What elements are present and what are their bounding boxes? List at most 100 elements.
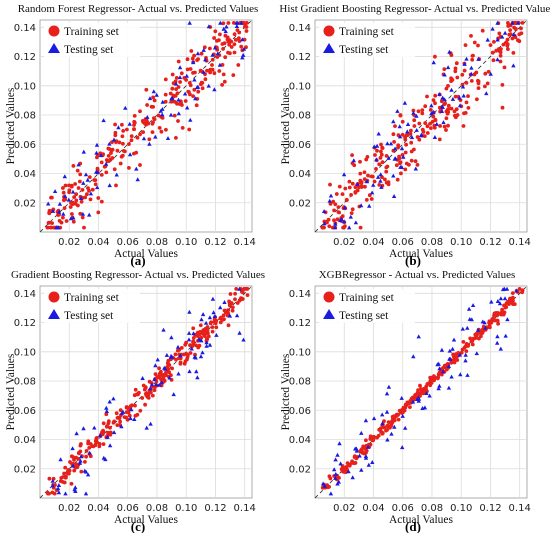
training-point bbox=[400, 409, 405, 414]
y-tick-label: 0.10 bbox=[14, 81, 36, 92]
training-point bbox=[140, 119, 145, 123]
training-point bbox=[71, 164, 76, 168]
training-point bbox=[349, 211, 354, 216]
training-point bbox=[164, 127, 168, 132]
testing-point bbox=[87, 212, 92, 217]
x-tick-label: 0.14 bbox=[509, 237, 531, 248]
training-point bbox=[333, 202, 338, 207]
testing-point bbox=[160, 112, 165, 117]
testing-point bbox=[70, 189, 76, 194]
testing-point bbox=[475, 327, 481, 332]
testing-point bbox=[439, 109, 445, 113]
testing-point bbox=[153, 363, 158, 368]
training-point bbox=[163, 92, 168, 97]
testing-point bbox=[153, 134, 158, 139]
training-point bbox=[132, 123, 136, 127]
training-point bbox=[141, 130, 146, 135]
y-tick-label: 0.02 bbox=[14, 464, 36, 475]
testing-point bbox=[451, 337, 457, 342]
testing-point bbox=[366, 462, 371, 467]
training-point bbox=[177, 102, 182, 106]
testing-point bbox=[498, 296, 504, 301]
training-point bbox=[375, 435, 379, 440]
training-point bbox=[358, 171, 363, 176]
training-point bbox=[203, 77, 208, 82]
training-point bbox=[132, 114, 137, 118]
y-tick-label: 0.08 bbox=[289, 377, 311, 388]
legend-label-testing: Testing set bbox=[64, 310, 114, 322]
testing-point bbox=[135, 177, 140, 182]
training-point bbox=[61, 198, 66, 203]
testing-point bbox=[169, 96, 174, 101]
x-tick-label: 0.10 bbox=[450, 237, 472, 248]
training-point bbox=[187, 90, 191, 94]
testing-point bbox=[148, 386, 153, 391]
training-point bbox=[420, 111, 425, 116]
testing-point bbox=[163, 366, 168, 371]
training-point bbox=[120, 122, 124, 127]
x-tick-label: 0.04 bbox=[87, 503, 109, 514]
training-point bbox=[444, 116, 449, 121]
y-axis-label: Predicted Values bbox=[5, 87, 17, 164]
testing-point bbox=[111, 396, 116, 401]
testing-point bbox=[439, 347, 445, 352]
training-point bbox=[384, 169, 389, 174]
training-point bbox=[359, 184, 364, 189]
training-point bbox=[380, 431, 385, 436]
training-point bbox=[221, 313, 226, 318]
chart-panel-c: Gradient Boosting Regressor- Actual vs. … bbox=[0, 266, 275, 533]
training-point bbox=[196, 57, 201, 61]
training-point bbox=[468, 336, 473, 341]
testing-point bbox=[502, 30, 508, 35]
testing-point bbox=[429, 111, 434, 116]
testing-point bbox=[511, 32, 516, 37]
training-point bbox=[188, 83, 193, 88]
testing-point bbox=[415, 397, 420, 401]
training-point bbox=[450, 78, 455, 82]
training-point bbox=[83, 460, 87, 464]
training-point bbox=[193, 70, 197, 75]
x-tick-label: 0.04 bbox=[362, 237, 384, 248]
training-point bbox=[344, 197, 349, 202]
training-point bbox=[398, 113, 403, 117]
testing-point bbox=[427, 393, 432, 398]
training-point bbox=[113, 122, 117, 127]
training-point bbox=[101, 421, 106, 426]
training-point bbox=[499, 312, 504, 317]
testing-point bbox=[50, 478, 55, 483]
training-point bbox=[488, 43, 493, 47]
training-point bbox=[210, 63, 214, 67]
training-point bbox=[432, 125, 437, 130]
training-point bbox=[328, 202, 333, 206]
x-tick-label: 0.08 bbox=[146, 237, 168, 248]
testing-point bbox=[221, 26, 226, 31]
training-point bbox=[429, 126, 433, 130]
testing-point bbox=[495, 299, 501, 303]
testing-point bbox=[147, 96, 153, 101]
legend-box bbox=[44, 289, 140, 323]
testing-point bbox=[485, 37, 490, 42]
training-point bbox=[185, 57, 190, 62]
training-point bbox=[350, 153, 354, 158]
x-ticks: 0.02 0.04 0.06 0.08 0.10 0.12 0.14 bbox=[58, 237, 256, 248]
training-point bbox=[364, 157, 369, 162]
testing-point bbox=[350, 475, 355, 480]
testing-point bbox=[445, 65, 451, 70]
training-point bbox=[212, 320, 217, 324]
testing-point bbox=[134, 166, 139, 171]
training-point bbox=[80, 215, 85, 220]
testing-point bbox=[392, 146, 398, 151]
training-point bbox=[78, 172, 83, 177]
legend-label-training: Training set bbox=[339, 292, 395, 304]
chart-panel-b: Hist Gradient Boosting Regressor- Actual… bbox=[275, 0, 550, 268]
training-point bbox=[63, 183, 68, 188]
testing-point bbox=[500, 34, 505, 39]
testing-point bbox=[411, 354, 416, 359]
testing-point bbox=[204, 340, 209, 345]
y-tick-label: 0.12 bbox=[14, 52, 36, 63]
training-point bbox=[497, 31, 502, 36]
testing-point bbox=[107, 183, 112, 188]
training-point bbox=[138, 163, 142, 167]
training-point bbox=[446, 123, 450, 128]
training-point bbox=[474, 333, 479, 338]
